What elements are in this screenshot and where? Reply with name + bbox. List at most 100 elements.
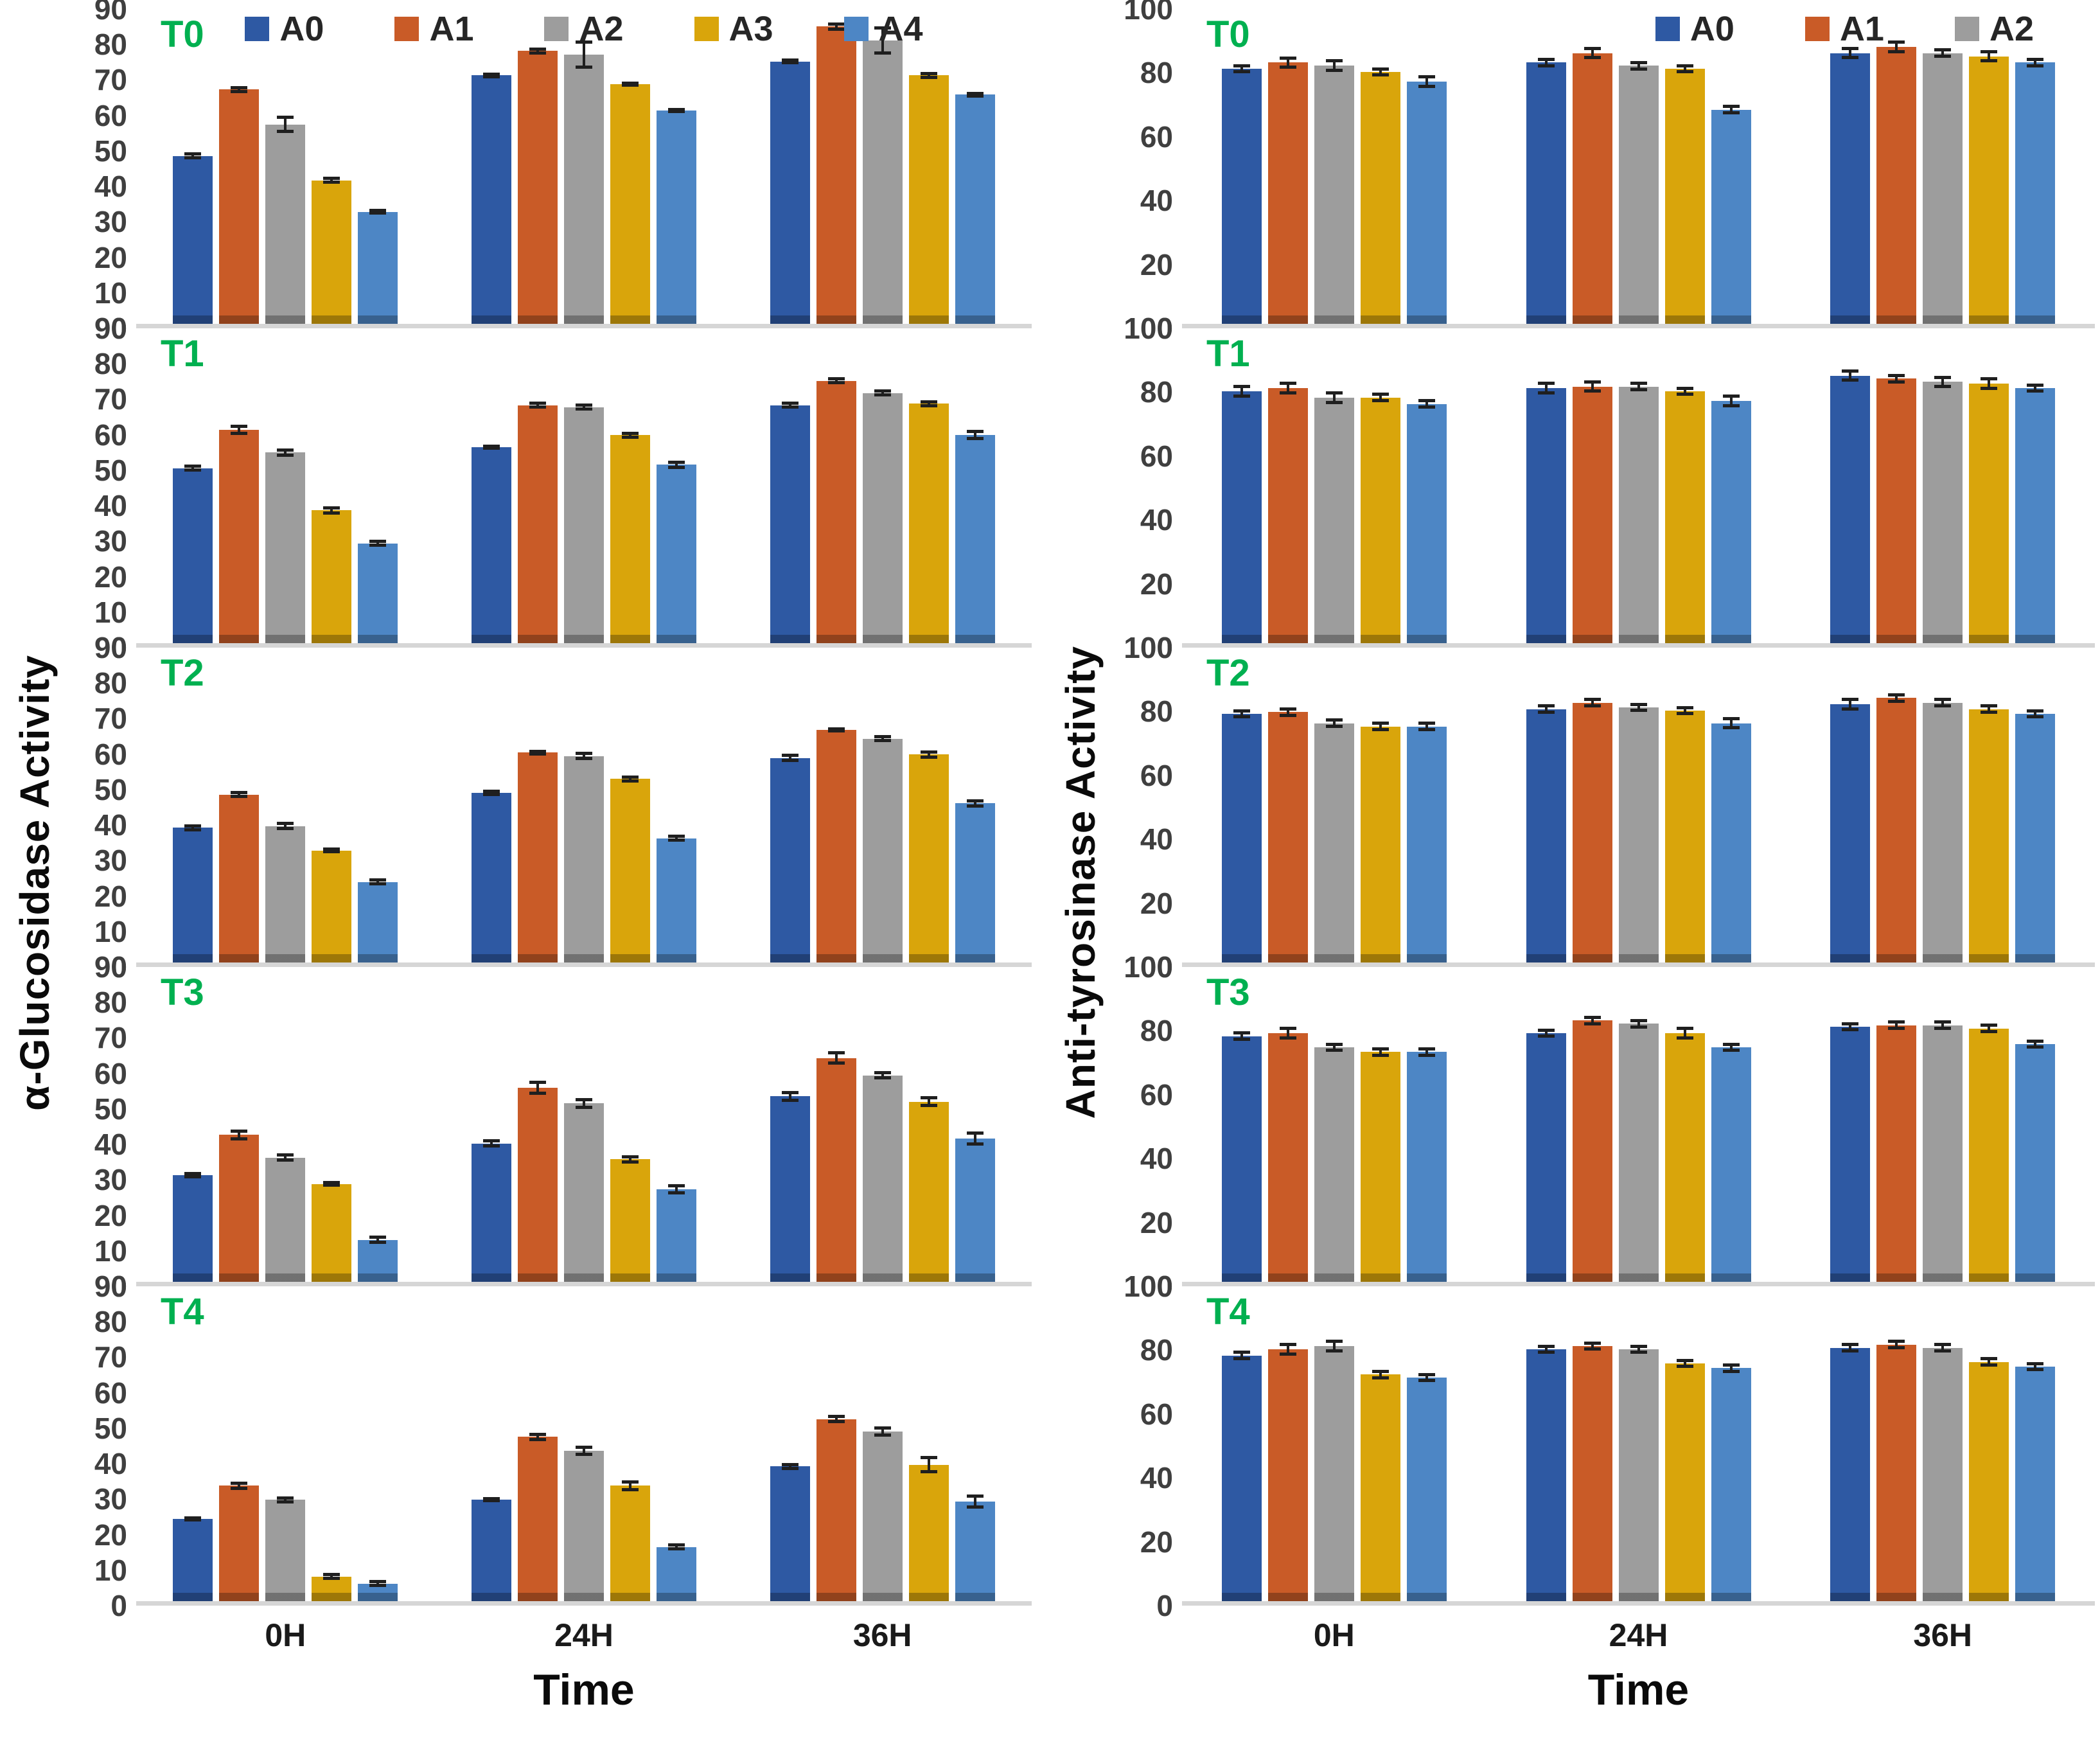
bar-group-36H: [733, 967, 1032, 1282]
error-bar-cap-bottom: [622, 1160, 639, 1164]
bar-A4: [955, 648, 995, 962]
bar-A3: [610, 1286, 650, 1601]
error-bar-line: [1425, 722, 1428, 731]
bar-A1: [1572, 648, 1612, 962]
error-bar-line: [1637, 60, 1640, 71]
y-tick-label: 60: [94, 98, 127, 132]
error-bar: [1842, 1022, 1859, 1032]
error-bar-cap-top: [529, 750, 546, 753]
bar-rect: [472, 1143, 511, 1282]
error-bar-cap-bottom: [483, 75, 500, 78]
bar-A0: [770, 1286, 810, 1601]
error-bar-cap-top: [966, 1494, 984, 1498]
error-bar: [622, 1155, 639, 1164]
error-bar-cap-top: [874, 1426, 891, 1430]
bar-A4: [2015, 648, 2056, 962]
y-tick-label: 100: [1124, 0, 1173, 26]
bar-A0: [1830, 328, 1871, 643]
error-bar: [668, 1543, 685, 1551]
y-tick-label: 60: [1140, 758, 1173, 792]
error-bar-cap-top: [874, 735, 891, 739]
y-tick-label: 50: [94, 453, 127, 487]
error-bar: [483, 789, 500, 797]
bars: [1221, 967, 1447, 1282]
legend-swatch-A2: [544, 17, 569, 41]
bar-A2: [265, 9, 306, 324]
error-bar-cap-bottom: [1676, 712, 1693, 716]
bar-A2: [1923, 967, 1963, 1282]
bar-A2: [1314, 328, 1354, 643]
bar-rect: [657, 465, 696, 643]
error-bar: [2027, 1361, 2044, 1372]
error-bar-cap-top: [277, 1496, 294, 1500]
error-bar-line: [1683, 1027, 1686, 1040]
bars: [472, 967, 696, 1282]
bar-rect: [219, 1486, 260, 1601]
bar-A3: [1969, 328, 2009, 643]
bar-rect: [173, 1175, 213, 1282]
bar-A4: [358, 9, 398, 324]
error-bar-line: [1729, 1363, 1733, 1373]
y-tick-label: 20: [1140, 886, 1173, 920]
error-bar-cap-bottom: [1372, 1376, 1389, 1379]
bar-rect: [1406, 1052, 1447, 1282]
bar-A2: [862, 328, 903, 643]
error-bar-line: [1637, 1018, 1640, 1029]
bar-A1: [1876, 967, 1917, 1282]
bar-A2: [564, 328, 604, 643]
bar-rect: [1664, 1363, 1705, 1601]
error-bar-cap-top: [529, 402, 546, 405]
error-bar-cap-bottom: [2027, 1045, 2044, 1049]
error-bar-cap-bottom: [369, 211, 387, 215]
error-bar-cap-top: [920, 400, 937, 404]
error-bar-cap-top: [1722, 394, 1740, 398]
error-bar-line: [1591, 46, 1594, 60]
y-tick-label: 40: [94, 1447, 127, 1481]
panel-label: T3: [1206, 971, 1250, 1013]
bar-rect: [564, 1103, 604, 1282]
bar-rect: [2015, 1044, 2056, 1282]
error-bar-cap-bottom: [483, 1144, 500, 1148]
bar-A2: [862, 648, 903, 962]
error-bar-cap-top: [622, 81, 639, 85]
error-bar: [1325, 718, 1343, 728]
y-tick-label: 0: [1156, 950, 1173, 984]
y-axis-ticks: 100 80 60 40 20 0: [1110, 1272, 1182, 1620]
error-bar-line: [1591, 1015, 1594, 1025]
error-bar-line: [1683, 64, 1686, 74]
error-bar-cap-top: [1372, 722, 1389, 725]
bar-rect: [1314, 1346, 1354, 1601]
y-tick-label: 40: [1140, 1142, 1173, 1176]
bar-rect: [1618, 66, 1659, 324]
error-bar-line: [629, 775, 631, 783]
error-bar-cap-bottom: [668, 838, 685, 842]
panel-T1: 90 80 70 60 50 40 30 20 10 0 T1: [64, 314, 1032, 662]
bar-rect: [1664, 711, 1705, 962]
bar-rect: [1618, 1349, 1659, 1601]
bar-A4: [358, 967, 398, 1282]
bar-A2: [862, 967, 903, 1282]
error-bar-cap-bottom: [920, 75, 937, 79]
legend-swatch-A4: [843, 17, 869, 41]
y-tick-label: 40: [94, 1128, 127, 1162]
error-bar: [184, 1171, 202, 1179]
error-bar-cap-top: [323, 177, 340, 181]
error-bar-cap-bottom: [576, 757, 592, 761]
bar-rect: [518, 1437, 558, 1601]
legend-label: A2: [1989, 10, 2034, 48]
error-bar: [1934, 375, 1952, 389]
bars: [472, 648, 696, 962]
error-bar-line: [1379, 722, 1382, 731]
error-bar-cap-top: [781, 1091, 799, 1095]
error-bar-cap-bottom: [1676, 1365, 1693, 1369]
error-bar: [668, 835, 685, 842]
error-bar-cap-bottom: [529, 405, 546, 409]
plot-area: T1: [1182, 328, 2095, 648]
error-bar: [1372, 1047, 1389, 1057]
error-bar: [966, 799, 984, 808]
bar-A1: [816, 1286, 856, 1601]
error-bar-line: [2034, 1039, 2037, 1049]
error-bar-cap-bottom: [874, 1433, 891, 1437]
error-bar-cap-top: [369, 209, 387, 213]
error-bar-cap-bottom: [1372, 1053, 1389, 1057]
